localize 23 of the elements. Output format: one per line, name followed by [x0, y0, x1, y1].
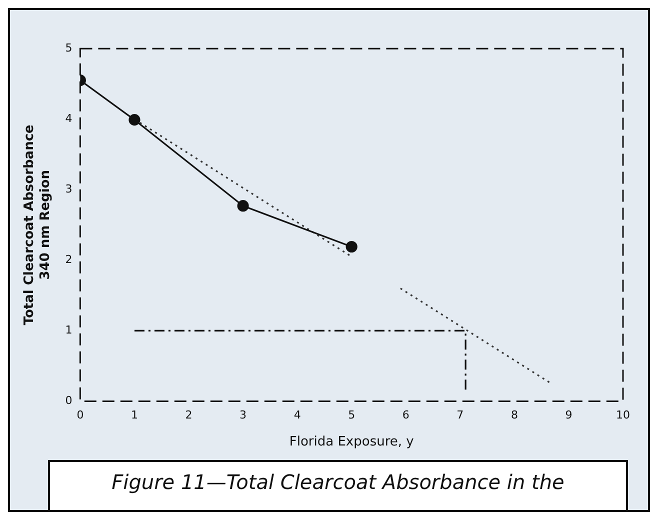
- x-tick-label: 0: [76, 408, 84, 422]
- y-tick-label: 1: [65, 324, 72, 337]
- caption: Figure 11—Total Clearcoat Absorbance in the: [110, 469, 566, 496]
- y-axis-title: Total Clearcoat Absorbance 340 nm Region: [22, 124, 53, 326]
- point: [128, 114, 140, 126]
- x-tick-label: 6: [402, 408, 410, 422]
- x-tick-label: 7: [456, 408, 464, 422]
- point: [346, 240, 358, 253]
- y-tick-label: 5: [65, 41, 72, 54]
- x-tick-label: 3: [240, 408, 247, 422]
- x-tick-label: 8: [510, 408, 518, 422]
- y-tick-label: 2: [65, 253, 72, 266]
- x-tick-label: 1: [130, 408, 138, 422]
- x-tick-label: 2: [185, 408, 192, 422]
- y-tick-label: 3: [65, 182, 72, 196]
- point: [237, 200, 249, 212]
- x-tick-label: 10: [616, 408, 630, 422]
- y-tick-label: 4: [65, 112, 72, 125]
- x-axis-title: Florida Exposure, y: [289, 434, 414, 450]
- x-tick-label: 9: [565, 408, 572, 422]
- x-tick-label: 4: [294, 408, 301, 422]
- x-tick-label: 5: [348, 408, 356, 422]
- y-tick-label: 0: [65, 394, 72, 408]
